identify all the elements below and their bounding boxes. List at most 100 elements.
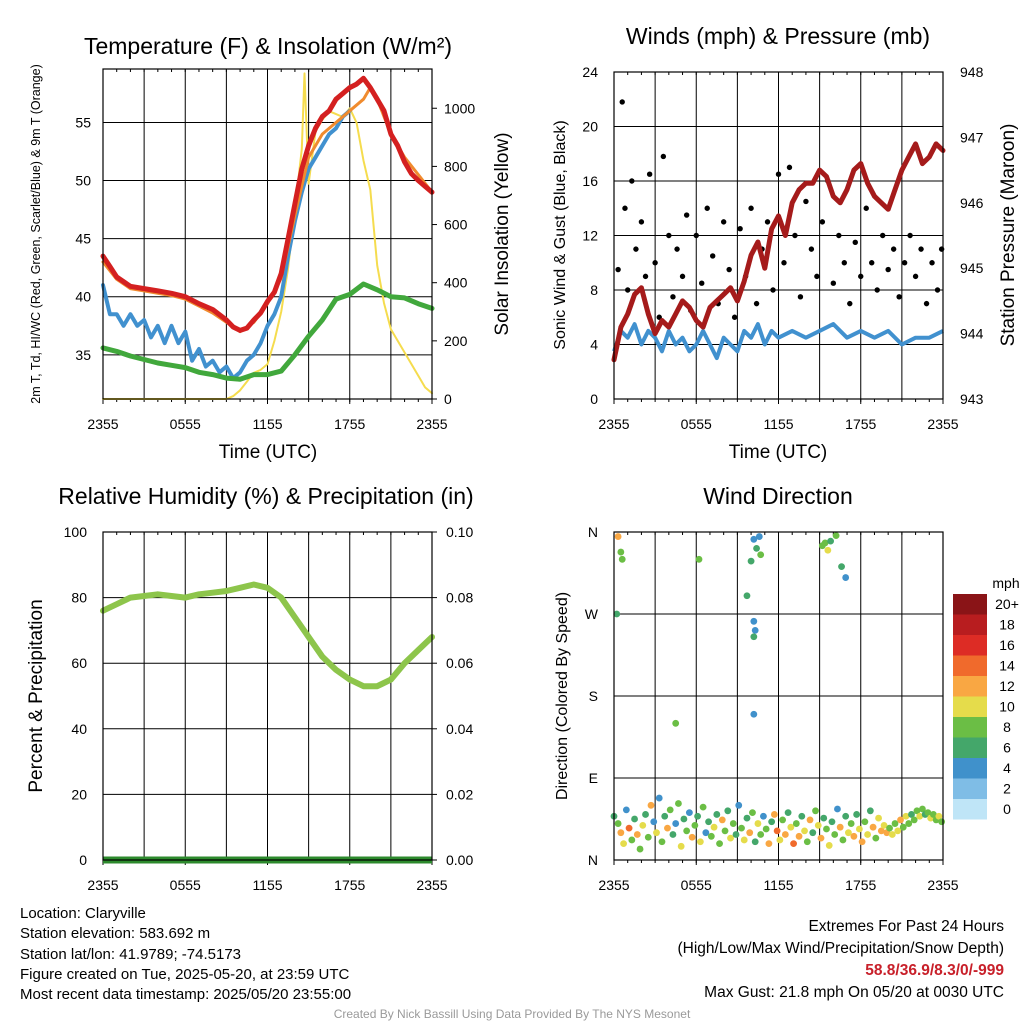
gust-point <box>679 273 686 280</box>
direction-point <box>924 809 932 817</box>
gust-point <box>646 171 653 177</box>
y2-tick-label: 0.06 <box>446 655 473 671</box>
direction-point <box>824 546 832 554</box>
direction-point <box>762 825 770 833</box>
y-tick-label: 55 <box>75 114 91 130</box>
x-tick-label: 2355 <box>416 877 447 893</box>
direction-point <box>832 532 840 540</box>
direction-point <box>827 537 834 545</box>
direction-point <box>801 827 808 835</box>
direction-point <box>850 832 858 840</box>
direction-point <box>798 812 806 820</box>
y-tick-label: 20 <box>71 786 87 802</box>
direction-point <box>858 838 866 846</box>
legend-label: 6 <box>1003 740 1011 756</box>
direction-point <box>869 823 877 831</box>
direction-point <box>894 827 902 835</box>
direction-point <box>614 533 622 540</box>
direction-point <box>658 838 666 846</box>
direction-point <box>746 829 754 837</box>
direction-point <box>636 845 644 853</box>
y-tick-label: 60 <box>71 655 87 671</box>
gust-point <box>841 260 847 266</box>
y2-tick-label: 400 <box>444 275 468 291</box>
gust-point <box>934 287 941 293</box>
x-tick-label: 2355 <box>416 416 447 432</box>
direction-point <box>727 834 734 842</box>
direction-point <box>855 825 863 833</box>
gust-point <box>929 260 935 266</box>
created-text: Figure created on Tue, 2025-05-20, at 23… <box>20 965 350 983</box>
direction-point <box>784 809 792 817</box>
direction-point <box>713 811 721 818</box>
direction-point <box>613 610 621 618</box>
gust-point <box>770 287 776 293</box>
gust-point <box>652 260 658 266</box>
gust-point <box>814 273 820 280</box>
y-tick-label: 20 <box>582 119 598 135</box>
direction-point <box>617 829 625 837</box>
series-line-humidity <box>100 581 435 690</box>
direction-point <box>631 815 638 823</box>
y-tick-label: 24 <box>582 64 598 80</box>
latlon-text: Station lat/lon: 41.9789; -74.5173 <box>20 945 242 963</box>
direction-point <box>902 812 910 820</box>
direction-point <box>877 827 885 835</box>
gust-point <box>660 153 667 160</box>
legend-label: 10 <box>999 699 1015 715</box>
legend-swatch <box>953 758 987 779</box>
direction-point <box>910 816 918 824</box>
legend-swatch <box>953 594 987 615</box>
y2-tick-label: 0.04 <box>446 721 473 737</box>
credit-text: Created By Nick Bassill Using Data Provi… <box>333 1007 691 1021</box>
gust-point <box>615 266 621 273</box>
direction-point <box>642 811 649 818</box>
plot-frame <box>613 531 944 861</box>
recent-data-text: Most recent data timestamp: 2025/05/20 2… <box>20 986 352 1004</box>
direction-point <box>628 836 636 844</box>
direction-point <box>751 838 759 846</box>
y2-tick-label: 0.08 <box>446 590 473 606</box>
direction-point <box>750 710 758 718</box>
direction-point <box>820 814 828 822</box>
gust-point <box>710 253 716 259</box>
direction-point <box>724 807 732 815</box>
y-tick-label: 4 <box>590 337 598 353</box>
direction-point <box>831 831 839 838</box>
gust-point <box>907 232 913 239</box>
chart-title: Relative Humidity (%) & Precipitation (i… <box>58 483 473 509</box>
plot-frame <box>102 68 433 400</box>
direction-point <box>768 818 776 826</box>
direction-point <box>765 840 773 847</box>
direction-point <box>622 806 630 814</box>
figure-canvas: 2355 0555 1155 1755 235535404550550200400600… <box>26 23 1020 893</box>
y-tick-label: 45 <box>75 231 91 247</box>
legend-label: 12 <box>999 678 1015 694</box>
y-tick-label: 0 <box>79 852 87 868</box>
gust-point <box>674 246 680 252</box>
y2-tick-label: 943 <box>960 391 984 407</box>
x-axis-title: Time (UTC) <box>729 442 828 463</box>
chart-title: Temperature (F) & Insolation (W/m²) <box>84 33 452 59</box>
direction-point <box>729 820 737 827</box>
x-tick-label: 0555 <box>170 877 201 893</box>
gust-point <box>918 246 924 252</box>
direction-point <box>680 815 688 823</box>
extremes-title: Extremes For Past 24 Hours <box>808 918 1004 935</box>
direction-point <box>666 806 674 814</box>
direction-point <box>779 816 787 824</box>
direction-point <box>781 831 789 838</box>
series-line-pressure <box>611 141 946 363</box>
direction-point <box>691 821 699 829</box>
direction-point <box>823 825 830 833</box>
direction-point <box>683 827 691 835</box>
direction-point <box>853 811 861 818</box>
direction-point <box>738 824 745 832</box>
direction-point <box>675 800 682 807</box>
direction-point <box>838 563 845 571</box>
direction-point <box>754 820 762 827</box>
direction-point <box>790 840 797 847</box>
direction-point <box>639 821 647 829</box>
direction-point <box>750 633 758 641</box>
